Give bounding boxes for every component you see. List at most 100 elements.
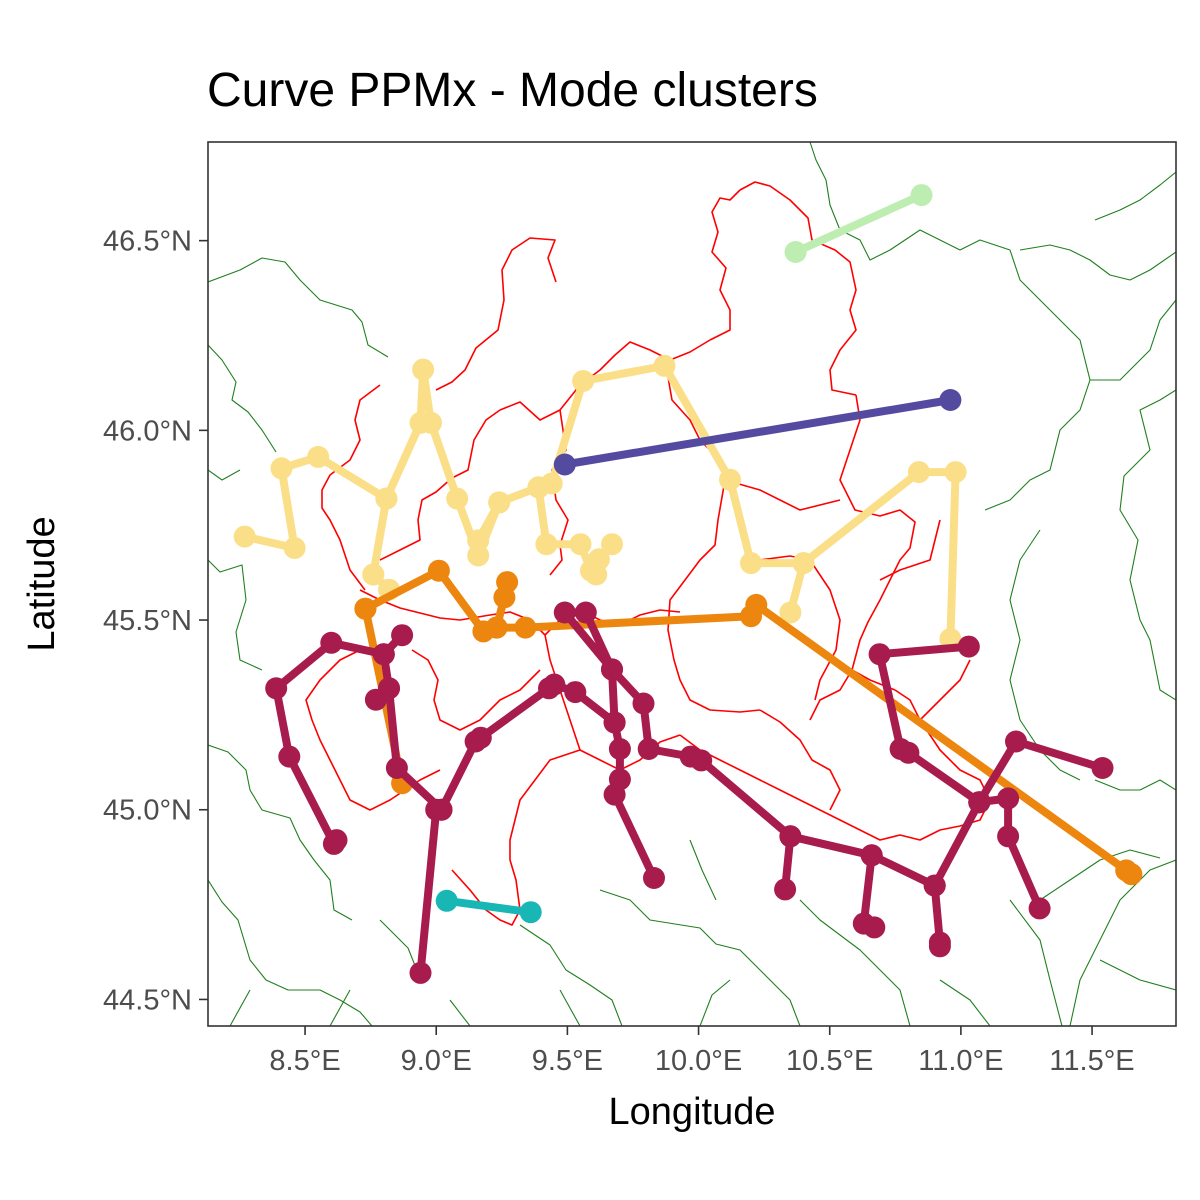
cluster-point <box>779 601 802 624</box>
cluster-point <box>1120 863 1143 886</box>
cluster-path <box>560 396 955 469</box>
cluster-point <box>430 798 453 821</box>
y-axis: 44.5°N 45.0°N 45.5°N 46.0°N 46.5°N <box>103 226 208 1016</box>
panel-border <box>207 141 1177 1027</box>
cluster-point <box>553 453 576 476</box>
cluster-point <box>564 681 587 704</box>
cluster-point <box>784 241 807 263</box>
cluster-point <box>910 184 933 207</box>
cluster-point <box>923 874 946 897</box>
cluster-5 <box>435 889 542 924</box>
cluster-point <box>928 935 951 958</box>
cluster-point <box>957 635 980 658</box>
x-tick-label: 9.5°E <box>532 1045 603 1077</box>
cluster-point <box>569 533 592 556</box>
cluster-point <box>354 597 377 620</box>
cluster-point <box>385 757 408 779</box>
cluster-paths <box>233 184 1143 984</box>
cluster-point <box>939 389 962 411</box>
cluster-point <box>779 825 802 848</box>
y-tick-label: 45.0°N <box>103 795 192 827</box>
cluster-path <box>369 494 391 579</box>
cluster-path <box>385 684 446 977</box>
cluster-point <box>320 631 343 654</box>
y-tick-label: 45.5°N <box>103 605 192 637</box>
cluster-point <box>535 533 558 556</box>
cluster-path <box>534 361 808 617</box>
cluster-point <box>307 445 330 468</box>
cluster-point <box>427 559 450 582</box>
cluster-point <box>420 411 442 434</box>
x-tick-label: 11.5°E <box>1049 1045 1134 1077</box>
cluster-point <box>467 544 490 567</box>
cluster-point <box>469 726 492 749</box>
cluster-point <box>603 711 626 734</box>
cluster-point <box>1028 897 1051 920</box>
cluster-6 <box>265 601 1114 984</box>
cluster-point <box>233 525 256 548</box>
x-axis-title: Longitude <box>609 1091 776 1133</box>
x-tick-label: 8.5°E <box>269 1045 340 1077</box>
cluster-path <box>791 191 926 256</box>
cluster-point <box>372 643 395 666</box>
cluster-point <box>608 738 631 760</box>
cluster-point <box>792 552 815 575</box>
cluster-point <box>572 370 595 392</box>
cluster-point <box>540 472 563 495</box>
cluster-point <box>601 658 623 681</box>
cluster-point <box>574 601 597 624</box>
cluster-point <box>690 749 713 772</box>
cluster-point <box>514 616 537 639</box>
cluster-point <box>265 677 288 700</box>
cluster-point <box>519 901 542 924</box>
cluster-point <box>435 889 458 912</box>
cluster-point <box>1005 730 1027 753</box>
cluster-path <box>930 737 1107 890</box>
cluster-point <box>391 624 414 647</box>
cluster-point <box>637 738 660 760</box>
cluster-point <box>745 593 768 616</box>
cluster-point <box>944 461 967 484</box>
cluster-point <box>485 616 508 639</box>
cluster-point <box>543 673 566 696</box>
x-tick-label: 10.5°E <box>786 1045 873 1077</box>
cluster-point <box>270 457 293 480</box>
cluster-point <box>868 643 891 666</box>
x-tick-label: 9.0°E <box>401 1045 472 1077</box>
cluster-point <box>997 787 1020 810</box>
cluster-point <box>467 529 490 552</box>
cluster-point <box>889 738 912 760</box>
cluster-point <box>322 832 345 855</box>
cluster-point <box>907 461 930 484</box>
cluster-point <box>412 358 435 381</box>
cluster-4 <box>354 559 1143 886</box>
cluster-path <box>799 468 960 643</box>
cluster-3 <box>553 389 962 476</box>
y-axis-title: Latitude <box>21 516 63 651</box>
cluster-point <box>278 745 301 768</box>
cluster-point <box>997 825 1020 848</box>
cluster-point <box>283 537 306 559</box>
cluster-point <box>653 354 676 377</box>
green-boundary-lines <box>208 142 1176 1026</box>
cluster-point <box>1091 757 1114 779</box>
cluster-point <box>863 916 886 939</box>
cluster-point <box>378 677 400 700</box>
cluster-path <box>442 896 535 917</box>
cluster-point <box>740 552 762 575</box>
cluster-point <box>632 692 655 715</box>
cluster-point <box>860 844 883 867</box>
cluster-point <box>496 571 519 594</box>
cluster-1 <box>784 184 933 263</box>
cluster-2 <box>233 354 967 650</box>
cluster-point <box>362 563 385 586</box>
cluster-point <box>375 487 398 510</box>
cluster-point <box>719 468 741 491</box>
red-boundary-lines <box>305 181 991 926</box>
cluster-point <box>643 867 665 889</box>
y-tick-label: 44.5°N <box>103 984 192 1016</box>
cluster-point <box>409 961 432 984</box>
x-tick-label: 10.0°E <box>655 1045 742 1077</box>
cluster-point <box>774 878 797 901</box>
